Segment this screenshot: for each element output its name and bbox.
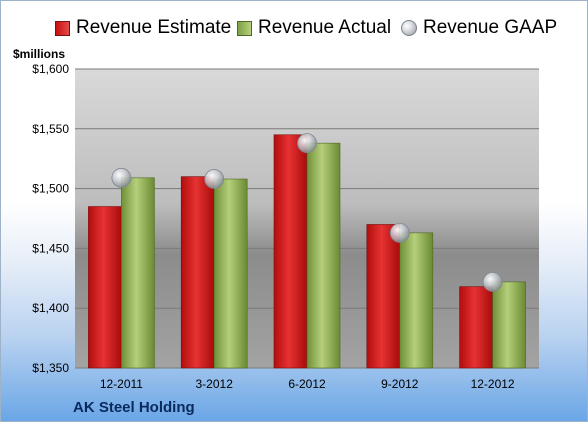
gaap-markers <box>111 133 503 292</box>
gaap-marker-12-2011 <box>111 167 132 188</box>
bar-estimate-6-2012 <box>273 134 308 369</box>
y-axis-ticks: $1,350 $1,400 $1,450 $1,500 $1,550 $1,600 <box>32 62 69 375</box>
x-tick-label: 12-2011 <box>100 377 143 391</box>
gaap-marker-9-2012 <box>389 222 410 243</box>
x-tick-label: 12-2012 <box>471 377 515 391</box>
bar-actual-6-2012 <box>306 142 341 369</box>
bars <box>88 134 526 369</box>
bar-actual-12-2011 <box>121 177 155 369</box>
bar-actual-3-2012 <box>213 178 248 369</box>
x-tick-label: 6-2012 <box>288 377 326 391</box>
legend-item-actual: Revenue Actual <box>237 13 391 43</box>
y-tick-label: $1,400 <box>32 301 69 315</box>
legend-label-gaap: Revenue GAAP <box>423 17 558 38</box>
legend-swatch-actual <box>237 20 252 36</box>
y-axis-unit-label: $millions <box>13 47 66 61</box>
y-tick-label: $1,350 <box>32 361 69 375</box>
x-tick-label: 3-2012 <box>196 377 234 391</box>
y-tick-label: $1,550 <box>32 122 69 136</box>
bar-estimate-3-2012 <box>180 176 215 369</box>
legend-label-actual: Revenue Actual <box>258 17 392 38</box>
y-tick-label: $1,450 <box>32 241 69 255</box>
company-name: AK Steel Holding <box>73 399 195 416</box>
legend-item-gaap: Revenue GAAP <box>401 13 557 43</box>
legend-swatch-estimate <box>55 20 70 36</box>
x-tick-label: 9-2012 <box>381 377 419 391</box>
x-axis-ticks: 12-2011 3-2012 6-2012 9-2012 12-2012 <box>100 377 515 391</box>
gaap-marker-12-2012 <box>482 271 503 292</box>
bar-estimate-9-2012 <box>366 224 401 369</box>
bar-estimate-12-2011 <box>88 206 122 369</box>
bar-actual-12-2012 <box>492 281 526 369</box>
legend-swatch-gaap <box>401 20 417 36</box>
y-tick-label: $1,500 <box>32 182 69 196</box>
bar-estimate-12-2012 <box>459 286 493 369</box>
gaap-marker-3-2012 <box>204 169 225 189</box>
y-tick-label: $1,600 <box>32 62 69 76</box>
legend-label-estimate: Revenue Estimate <box>76 17 232 38</box>
bar-actual-9-2012 <box>399 232 434 369</box>
gaap-marker-6-2012 <box>297 133 317 154</box>
legend-item-estimate: Revenue Estimate <box>55 13 231 43</box>
legend: Revenue Estimate Revenue Actual Revenue … <box>1 13 587 43</box>
